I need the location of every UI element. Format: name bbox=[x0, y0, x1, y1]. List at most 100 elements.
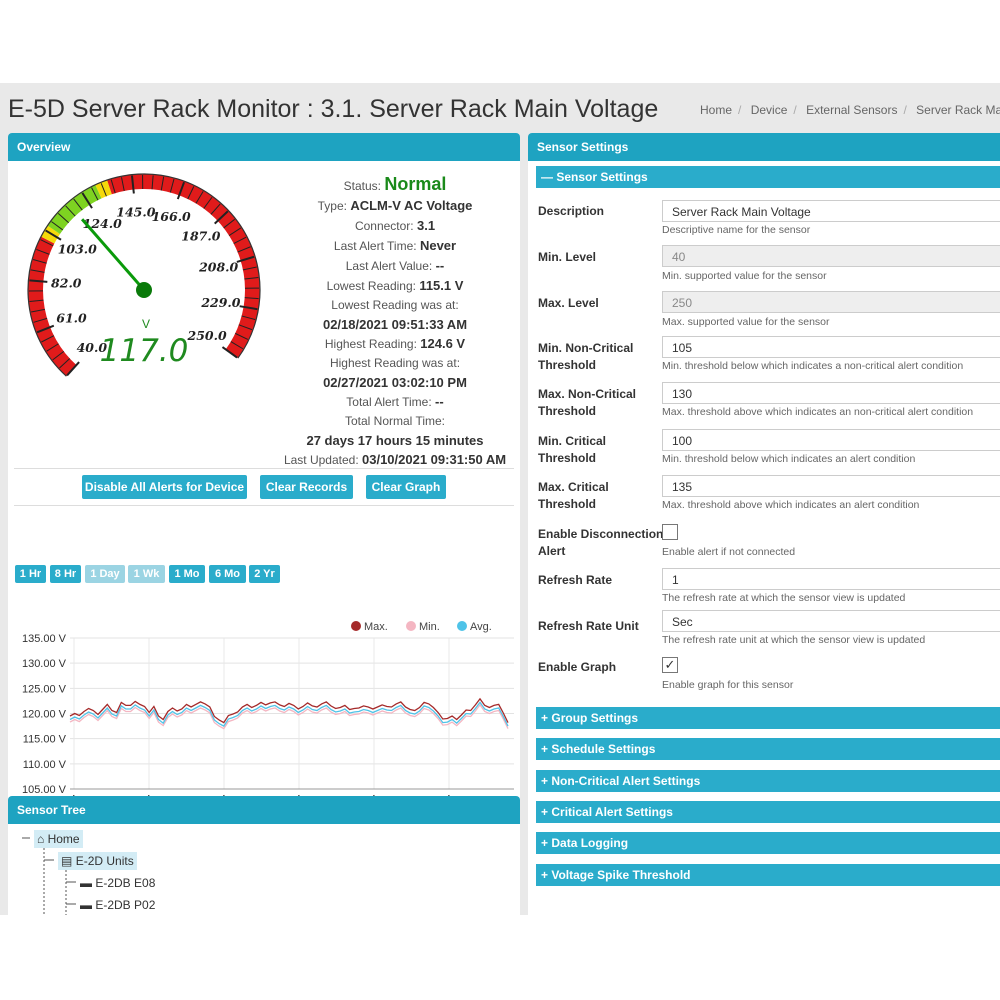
breadcrumb-separator: / bbox=[738, 103, 742, 117]
range-6mo-button[interactable]: 6 Mo bbox=[209, 565, 246, 583]
max-noncritical-label: Max. Non-Critical Threshold bbox=[538, 386, 636, 420]
gauge-band-critical bbox=[28, 236, 77, 377]
gauge-tick bbox=[187, 186, 195, 200]
status-value: Normal bbox=[384, 174, 447, 194]
gauge-tick bbox=[228, 227, 242, 236]
disconnection-alert-checkbox[interactable] bbox=[662, 524, 678, 540]
label-line: Alert bbox=[538, 544, 566, 558]
clear-records-button[interactable]: Clear Records bbox=[260, 475, 353, 499]
range-2yr-button[interactable]: 2 Yr bbox=[249, 565, 280, 583]
breadcrumb-separator: / bbox=[903, 103, 907, 117]
refresh-rate-unit-hint: The refresh rate unit at which the senso… bbox=[662, 634, 926, 646]
max-critical-input[interactable]: 135 bbox=[662, 475, 1000, 497]
breadcrumb: Home / Device / External Sensors / Server R… bbox=[700, 103, 1000, 117]
chart-series-max bbox=[69, 697, 509, 724]
legend-marker bbox=[457, 621, 467, 631]
legend-marker bbox=[351, 621, 361, 631]
breadcrumb-external-sensors[interactable]: External Sensors bbox=[806, 103, 898, 117]
range-1wk-button[interactable]: 1 Wk bbox=[128, 565, 165, 583]
section-label: Critical Alert Settings bbox=[551, 805, 673, 819]
minus-icon: — bbox=[541, 170, 553, 184]
gauge-tick bbox=[29, 279, 48, 283]
home-icon: ⌂ bbox=[37, 832, 45, 846]
chart-y-tick-label: 130.00 V bbox=[22, 658, 67, 670]
range-1day-button[interactable]: 1 Day bbox=[85, 565, 125, 583]
divider bbox=[14, 505, 514, 506]
enable-graph-checkbox[interactable]: ✓ bbox=[662, 657, 678, 673]
gauge-tick bbox=[73, 198, 83, 211]
label-line: Threshold bbox=[538, 404, 597, 418]
divider bbox=[14, 468, 514, 469]
breadcrumb-device[interactable]: Device bbox=[750, 103, 788, 117]
tree-node-e2db-p02[interactable]: ▬ E-2DB P02 bbox=[80, 896, 155, 914]
breadcrumb-separator: / bbox=[793, 103, 797, 117]
plus-icon: + bbox=[541, 836, 549, 850]
min-critical-input[interactable]: 100 bbox=[662, 429, 1000, 451]
overview-panel: Overview 40.0 61.0 82.0 103.0 124.0 145.0 166.… bbox=[8, 133, 520, 873]
legend-label: Max. bbox=[364, 621, 388, 633]
clear-graph-button[interactable]: Clear Graph bbox=[366, 475, 446, 499]
gauge-band-warning bbox=[41, 225, 61, 244]
disable-alerts-button[interactable]: Disable All Alerts for Device bbox=[82, 475, 247, 499]
min-level-input: 40 bbox=[662, 245, 1000, 267]
description-input[interactable]: Server Rack Main Voltage bbox=[662, 200, 1000, 222]
description-label: Description bbox=[538, 204, 605, 218]
gauge-tick-label: 82.0 bbox=[51, 275, 82, 290]
gauge-hub bbox=[136, 282, 152, 298]
gauge-tick-label: 229.0 bbox=[200, 295, 240, 310]
section-label: Schedule Settings bbox=[551, 742, 656, 756]
range-1hr-button[interactable]: 1 Hr bbox=[15, 565, 46, 583]
breadcrumb-home[interactable]: Home bbox=[700, 103, 733, 117]
tree-node-e2db-e08[interactable]: ▬ E-2DB E08 bbox=[80, 874, 155, 892]
voltage-spike-threshold-toggle[interactable]: + Voltage Spike Threshold bbox=[536, 864, 1000, 886]
range-1mo-button[interactable]: 1 Mo bbox=[169, 565, 205, 583]
tree-lines bbox=[22, 837, 76, 915]
gauge-tick bbox=[45, 229, 62, 241]
tree-node-home[interactable]: ⌂ Home bbox=[34, 830, 83, 848]
highest-reading-value: 124.6 V bbox=[420, 336, 466, 351]
legend-marker bbox=[406, 621, 416, 631]
schedule-settings-toggle[interactable]: + Schedule Settings bbox=[536, 738, 1000, 760]
lowest-reading-label: Lowest Reading: bbox=[326, 279, 416, 293]
section-label: Voltage Spike Threshold bbox=[551, 868, 691, 882]
device-icon: ▬ bbox=[80, 898, 92, 912]
data-logging-toggle[interactable]: + Data Logging bbox=[536, 832, 1000, 854]
breadcrumb-current: Server Rack Main bbox=[916, 103, 1000, 117]
refresh-rate-unit-label: Refresh Rate Unit bbox=[538, 619, 639, 633]
connector-label: Connector: bbox=[354, 219, 414, 233]
lowest-reading-at-label: Lowest Reading was at: bbox=[331, 298, 459, 312]
total-normal-time-label: Total Normal Time: bbox=[344, 414, 446, 428]
status-list: Status: Normal Type: ACLM-V AC Voltage C… bbox=[270, 175, 520, 470]
total-alert-time-value: -- bbox=[435, 394, 444, 409]
gauge-tick bbox=[169, 178, 175, 193]
gauge-tick bbox=[59, 358, 71, 369]
sensor-settings-section-toggle[interactable]: — Sensor Settings bbox=[536, 166, 1000, 188]
lowest-reading-value: 115.1 V bbox=[419, 278, 464, 293]
critical-alert-settings-toggle[interactable]: + Critical Alert Settings bbox=[536, 801, 1000, 823]
chart-y-tick-label: 105.00 V bbox=[22, 784, 67, 796]
gauge-tick bbox=[36, 324, 55, 334]
connector-value: 3.1 bbox=[416, 218, 436, 233]
refresh-rate-unit-select[interactable]: Sec bbox=[662, 610, 1000, 632]
gauge-tick bbox=[51, 221, 64, 231]
gauge-tick bbox=[221, 346, 238, 359]
tree-node-e2d-units[interactable]: ▤ E-2D Units bbox=[58, 852, 137, 870]
server-stack-icon: ▤ bbox=[61, 854, 73, 868]
gauge-tick bbox=[31, 308, 45, 313]
gauge-tick bbox=[32, 259, 47, 264]
max-noncritical-input[interactable]: 130 bbox=[662, 382, 1000, 404]
type-row: Type: ACLM-V AC Voltage bbox=[270, 196, 520, 216]
noncritical-alert-settings-toggle[interactable]: + Non-Critical Alert Settings bbox=[536, 770, 1000, 792]
tree-node-label: E-2DB E08 bbox=[95, 876, 156, 890]
refresh-rate-input[interactable]: 1 bbox=[662, 568, 1000, 590]
plus-icon: + bbox=[541, 868, 549, 882]
plus-icon: + bbox=[541, 805, 549, 819]
label-line: Max. Critical bbox=[538, 480, 609, 494]
plus-icon: + bbox=[541, 774, 549, 788]
group-settings-toggle[interactable]: + Group Settings bbox=[536, 707, 1000, 729]
min-noncritical-input[interactable]: 105 bbox=[662, 336, 1000, 358]
chart-y-tick-label: 110.00 V bbox=[23, 759, 67, 771]
range-8hr-button[interactable]: 8 Hr bbox=[50, 565, 81, 583]
type-value: ACLM-V AC Voltage bbox=[350, 198, 473, 213]
last-alert-value-value: -- bbox=[435, 258, 445, 273]
